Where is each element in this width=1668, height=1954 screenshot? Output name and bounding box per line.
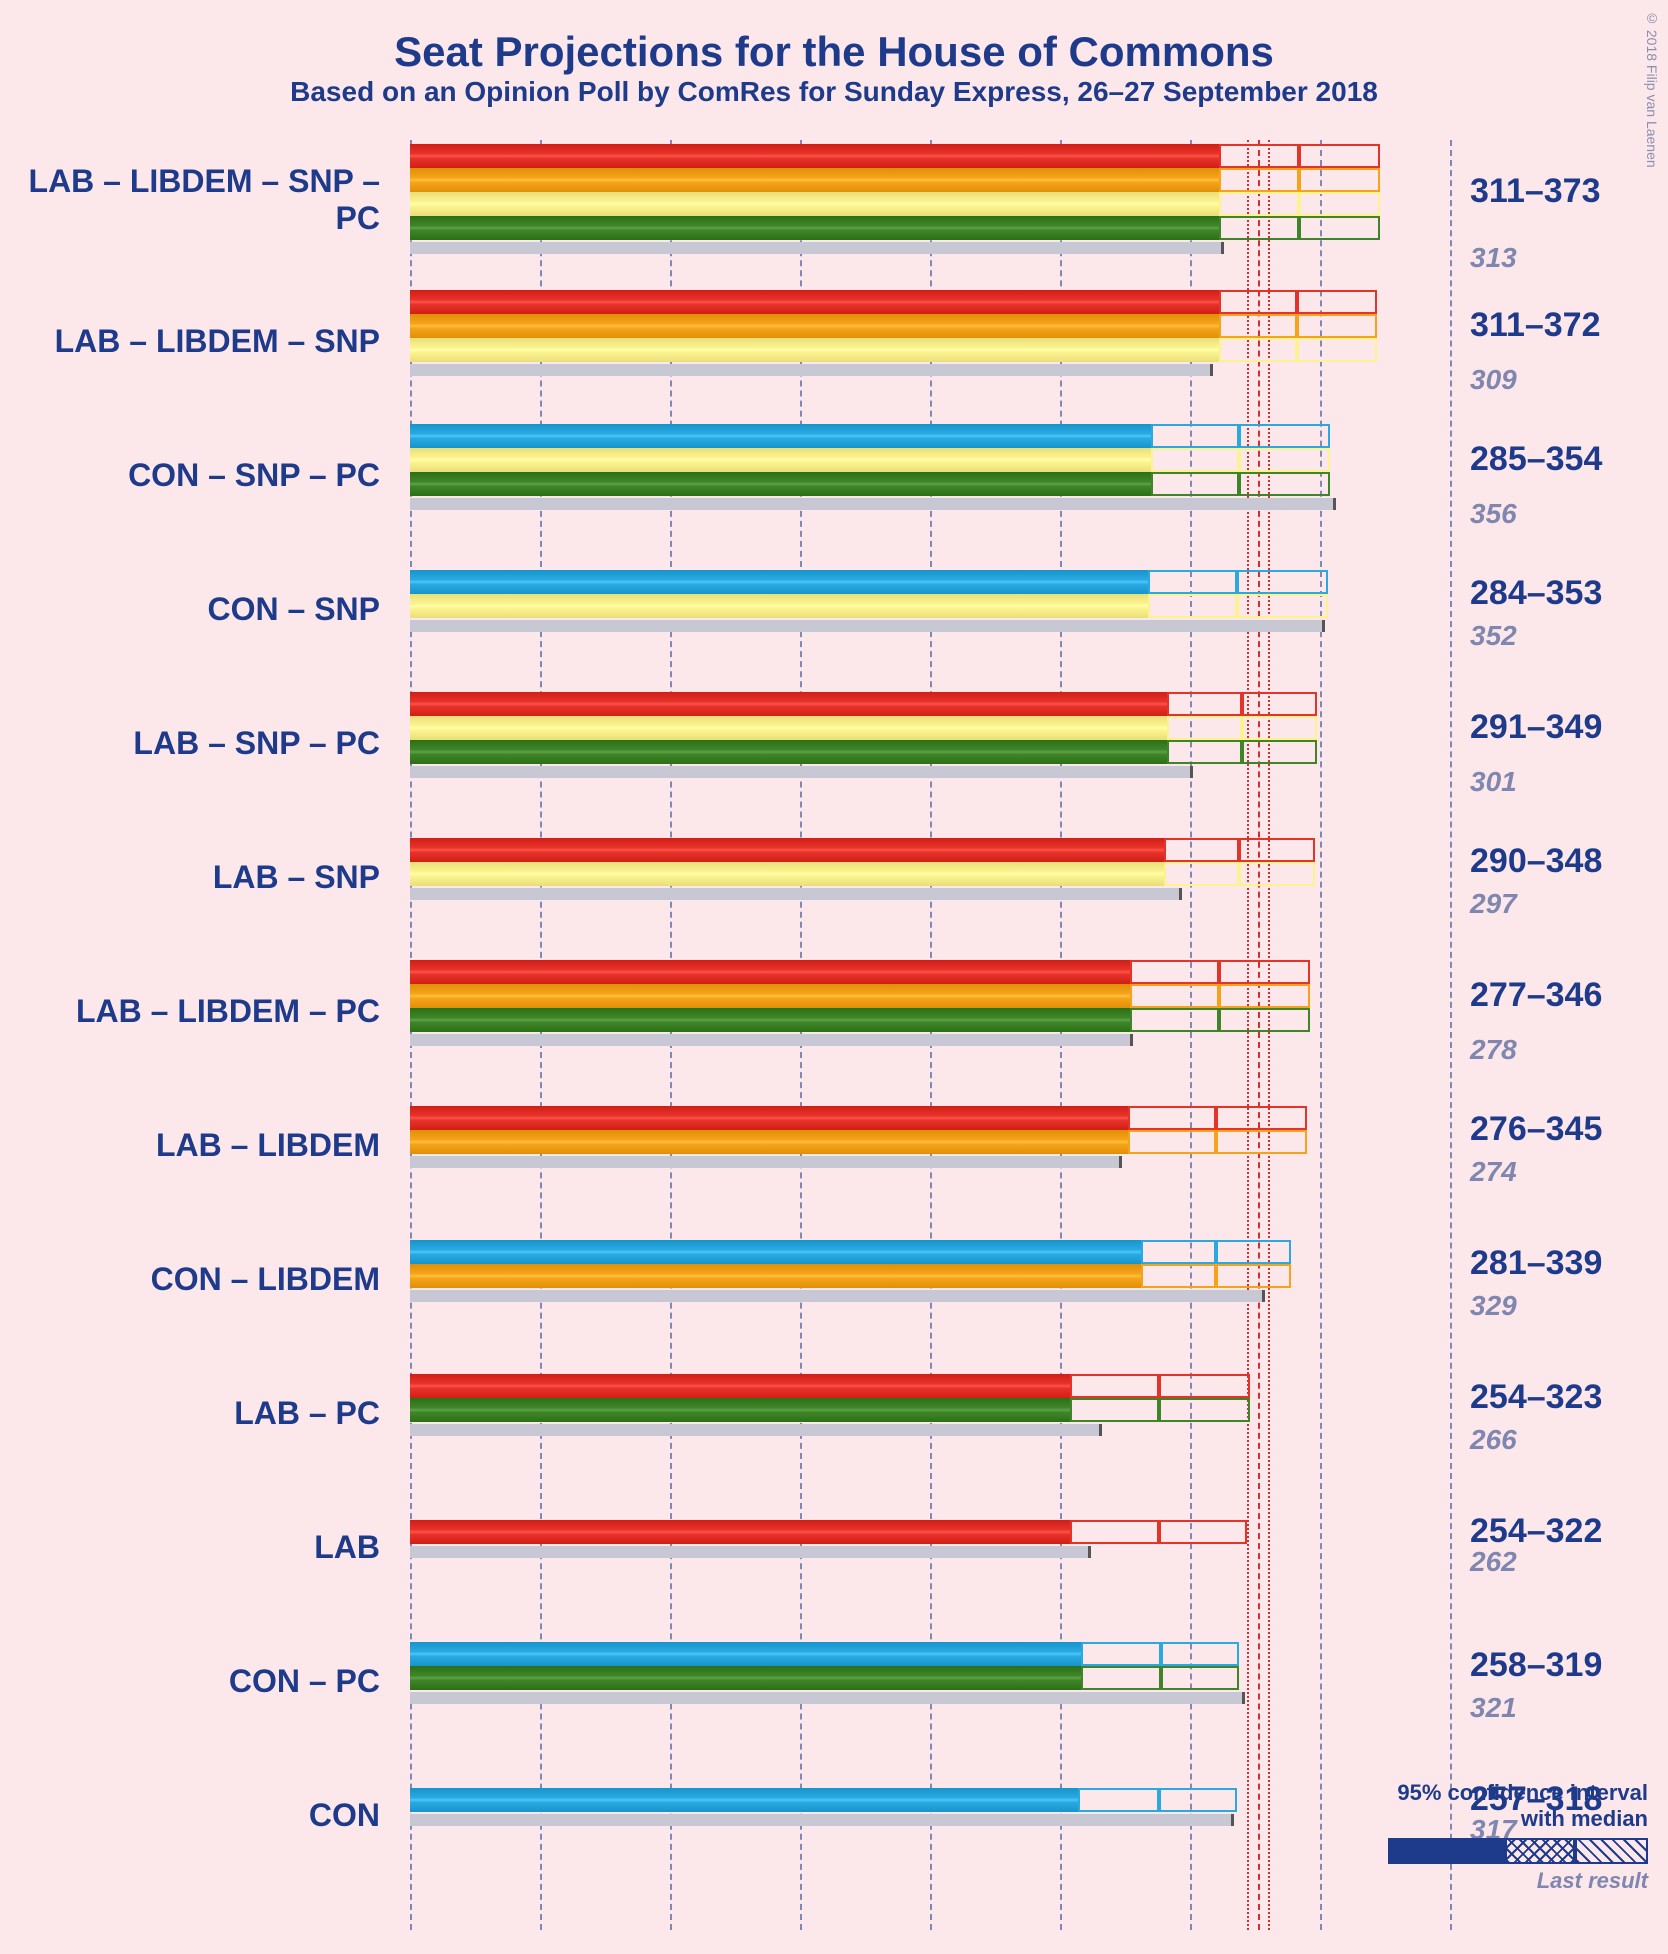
- last-result-bar: [410, 888, 1182, 900]
- last-result-label: 329: [1470, 1290, 1668, 1322]
- copyright-text: © 2018 Filip van Laenen: [1644, 10, 1660, 168]
- last-result-bar: [410, 1156, 1122, 1168]
- chart-title: Seat Projections for the House of Common…: [0, 0, 1668, 76]
- gridline: [1450, 140, 1452, 1930]
- range-label: 277–346: [1470, 976, 1668, 1015]
- coalition-label: LAB: [0, 1529, 380, 1566]
- coalition-row: LAB – PC254–323266: [410, 1356, 1450, 1486]
- last-result-label: 297: [1470, 888, 1668, 920]
- range-label: 258–319: [1470, 1646, 1668, 1685]
- coalition-row: LAB – LIBDEM – SNP311–372309: [410, 284, 1450, 414]
- range-label: 284–353: [1470, 574, 1668, 613]
- legend-solid: [1388, 1838, 1505, 1864]
- coalition-row: LAB – SNP – PC291–349301: [410, 686, 1450, 816]
- last-result-bar: [410, 1814, 1234, 1826]
- legend-lastresult: Last result: [1328, 1868, 1648, 1894]
- range-label: 281–339: [1470, 1244, 1668, 1283]
- coalition-label: LAB – LIBDEM – SNP: [0, 323, 380, 360]
- last-result-bar: [410, 620, 1325, 632]
- chart-area: LAB – LIBDEM – SNP – PC311–373313LAB – L…: [410, 140, 1450, 1930]
- coalition-label: LAB – LIBDEM – PC: [0, 993, 380, 1030]
- last-result-label: 356: [1470, 498, 1668, 530]
- range-label: 311–373: [1470, 172, 1668, 211]
- last-result-label: 274: [1470, 1156, 1668, 1188]
- last-result-bar: [410, 766, 1193, 778]
- legend-line2: with median: [1328, 1806, 1648, 1832]
- legend-bar: [1388, 1838, 1648, 1864]
- last-result-bar: [410, 1424, 1102, 1436]
- last-result-label: 301: [1470, 766, 1668, 798]
- range-label: 285–354: [1470, 440, 1668, 479]
- legend-diagonal: [1575, 1838, 1648, 1864]
- coalition-label: CON – LIBDEM: [0, 1261, 380, 1298]
- range-label: 311–372: [1470, 306, 1668, 345]
- coalition-label: CON: [0, 1797, 380, 1834]
- coalition-row: CON – LIBDEM281–339329: [410, 1222, 1450, 1352]
- coalition-label: LAB – LIBDEM – SNP – PC: [0, 163, 380, 237]
- coalition-row: CON257–318317: [410, 1758, 1450, 1888]
- last-result-bar: [410, 242, 1224, 254]
- range-label: 276–345: [1470, 1110, 1668, 1149]
- legend: 95% confidence interval with median Last…: [1328, 1780, 1648, 1894]
- last-result-bar: [410, 1034, 1133, 1046]
- coalition-row: CON – PC258–319321: [410, 1624, 1450, 1754]
- last-result-bar: [410, 1546, 1091, 1558]
- coalition-row: CON – SNP – PC285–354356: [410, 418, 1450, 548]
- coalition-label: LAB – LIBDEM: [0, 1127, 380, 1164]
- coalition-label: CON – SNP – PC: [0, 457, 380, 494]
- coalition-label: CON – SNP: [0, 591, 380, 628]
- last-result-label: 321: [1470, 1692, 1668, 1724]
- coalition-row: CON – SNP284–353352: [410, 552, 1450, 682]
- coalition-row: LAB – LIBDEM – SNP – PC311–373313: [410, 150, 1450, 280]
- coalition-row: LAB – LIBDEM276–345274: [410, 1088, 1450, 1218]
- last-result-bar: [410, 1692, 1245, 1704]
- coalition-label: LAB – SNP – PC: [0, 725, 380, 762]
- coalition-label: CON – PC: [0, 1663, 380, 1700]
- last-result-label: 309: [1470, 364, 1668, 396]
- range-label: 290–348: [1470, 842, 1668, 881]
- last-result-label: 352: [1470, 620, 1668, 652]
- last-result-label: 266: [1470, 1424, 1668, 1456]
- coalition-row: LAB – LIBDEM – PC277–346278: [410, 954, 1450, 1084]
- coalition-label: LAB – SNP: [0, 859, 380, 896]
- coalition-row: LAB254–322262: [410, 1490, 1450, 1620]
- last-result-label: 278: [1470, 1034, 1668, 1066]
- range-label: 254–323: [1470, 1378, 1668, 1417]
- chart-subtitle: Based on an Opinion Poll by ComRes for S…: [0, 76, 1668, 108]
- last-result-label: 313: [1470, 242, 1668, 274]
- legend-line1: 95% confidence interval: [1328, 1780, 1648, 1806]
- last-result-label: 262: [1470, 1546, 1668, 1578]
- range-label: 291–349: [1470, 708, 1668, 747]
- coalition-row: LAB – SNP290–348297: [410, 820, 1450, 950]
- last-result-bar: [410, 364, 1213, 376]
- last-result-bar: [410, 498, 1336, 510]
- coalition-label: LAB – PC: [0, 1395, 380, 1432]
- last-result-bar: [410, 1290, 1265, 1302]
- legend-crosshatch: [1505, 1838, 1575, 1864]
